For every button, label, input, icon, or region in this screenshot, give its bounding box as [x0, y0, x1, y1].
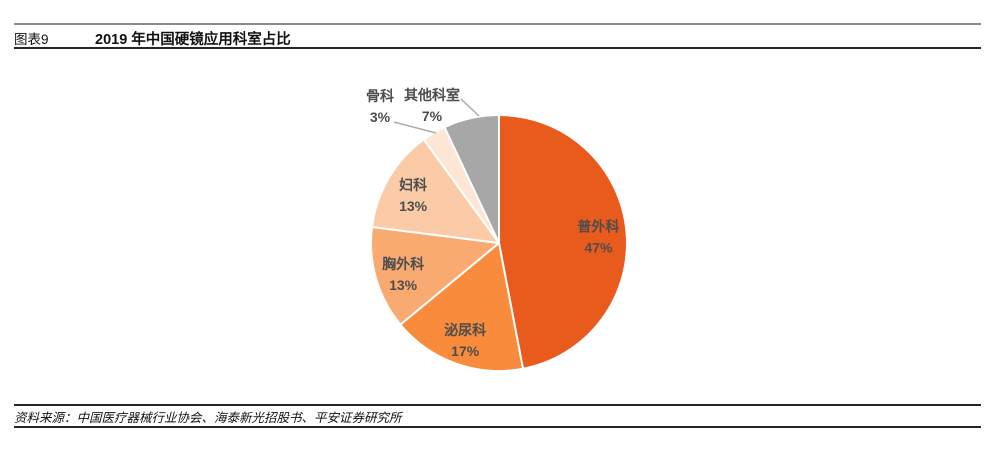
slice-label-general-surgery: 普外科	[577, 219, 619, 235]
slice-label-gynecology: 妇科	[398, 177, 427, 193]
leader-line-orthopedics	[393, 121, 437, 134]
figure-title: 2019 年中国硬镜应用科室占比	[95, 32, 291, 48]
pie-slice-urology	[399, 242, 524, 372]
slice-value-thoracic-surgery: 13%	[389, 277, 418, 293]
pie-slice-thoracic-surgery	[370, 225, 500, 326]
slice-value-general-surgery: 47%	[584, 240, 613, 256]
pie-slice-gynecology	[371, 138, 500, 244]
slice-label-thoracic-surgery: 胸外科	[382, 256, 424, 272]
leader-line-other-departments	[460, 98, 480, 117]
slice-value-urology: 17%	[451, 343, 480, 359]
footer-top-rule	[14, 404, 981, 406]
figure-number: 图表9	[14, 32, 49, 47]
slice-value-orthopedics: 3%	[370, 109, 391, 125]
source-note: 资料来源：中国医疗器械行业协会、海泰新光招股书、平安证券研究所	[14, 411, 402, 425]
slice-label-other-departments: 其他科室	[404, 87, 460, 103]
title-underline-rule	[14, 47, 981, 49]
slice-value-other-departments: 7%	[422, 108, 443, 124]
slice-label-orthopedics: 骨科	[366, 88, 394, 104]
pie-slice-general-surgery	[498, 114, 628, 370]
pie-slice-other-departments	[443, 114, 500, 244]
footer-bottom-rule	[14, 426, 981, 428]
slice-label-urology: 泌尿科	[444, 322, 486, 338]
header-top-rule	[14, 23, 981, 25]
slice-value-gynecology: 13%	[399, 198, 428, 214]
figure-header: 图表9 2019 年中国硬镜应用科室占比	[14, 28, 291, 49]
pie-chart: 普外科 47% 泌尿科 17% 胸外科 13% 妇科 13% 骨科 3% 其他科室 7%	[366, 87, 628, 372]
